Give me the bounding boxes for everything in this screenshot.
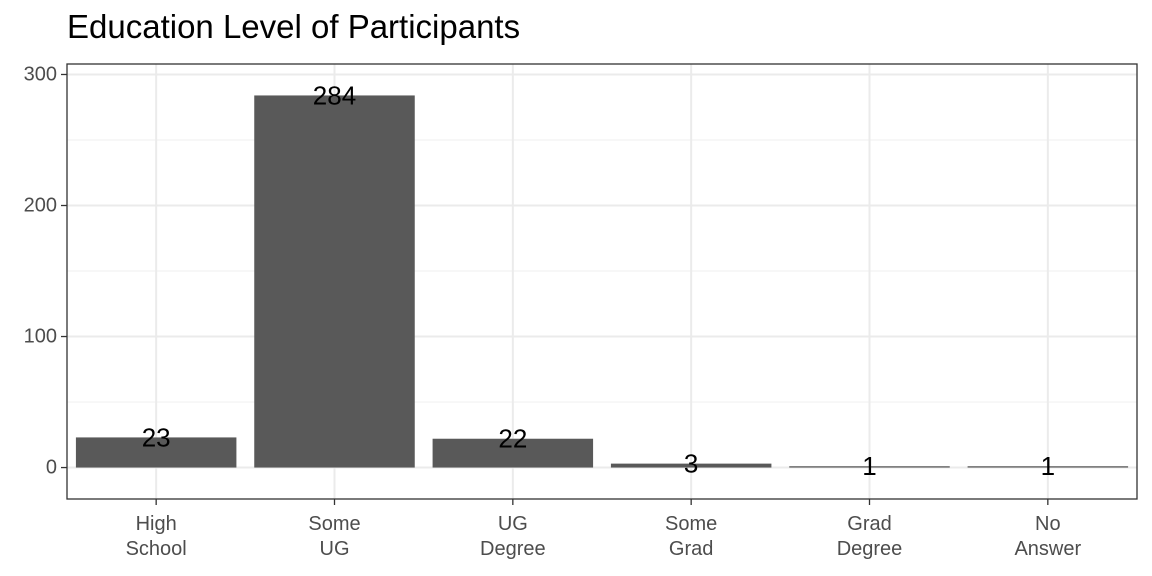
x-tick-label: Some Grad: [665, 513, 717, 560]
x-tick-label: No Answer: [1014, 513, 1081, 560]
x-tick-label: High School: [126, 513, 187, 560]
y-tick-label: 100: [24, 326, 57, 348]
x-tick-label-line: School: [126, 538, 187, 560]
y-tick-label: 0: [46, 457, 57, 479]
bar: [432, 438, 594, 468]
x-tick-label-line: Some: [665, 513, 717, 535]
data-label: 22: [498, 424, 527, 454]
x-tick-label: Some UG: [308, 513, 360, 560]
x-tick-label-line: Grad: [847, 513, 891, 535]
panel-border: [66, 63, 1138, 500]
bar: [967, 466, 1129, 468]
x-tick-label-line: Grad: [669, 538, 713, 560]
x-tick-label-line: No: [1035, 513, 1061, 535]
bar: [254, 95, 415, 468]
data-label: 1: [1041, 451, 1055, 481]
data-label: 3: [684, 449, 698, 479]
bar: [789, 466, 950, 468]
x-tick-label-line: High: [136, 513, 177, 535]
x-tick-label-line: Answer: [1014, 538, 1081, 560]
x-tick-label: UG Degree: [480, 513, 546, 560]
data-label: 284: [313, 80, 356, 110]
plot-panel: [67, 64, 1137, 499]
bar: [610, 463, 772, 468]
x-tick-label-line: Some: [308, 513, 360, 535]
y-tick-label: 300: [24, 63, 57, 85]
y-tick-label: 200: [24, 195, 57, 217]
x-tick-label-line: UG: [320, 538, 350, 560]
x-tick-label: Grad Degree: [837, 513, 903, 560]
x-tick-label-line: Degree: [480, 538, 546, 560]
x-tick-label-line: Degree: [837, 538, 903, 560]
chart-title: Education Level of Participants: [67, 8, 521, 45]
bar: [75, 437, 237, 468]
data-label: 1: [862, 451, 876, 481]
x-tick-label-line: UG: [498, 513, 528, 535]
data-label: 23: [142, 422, 171, 452]
